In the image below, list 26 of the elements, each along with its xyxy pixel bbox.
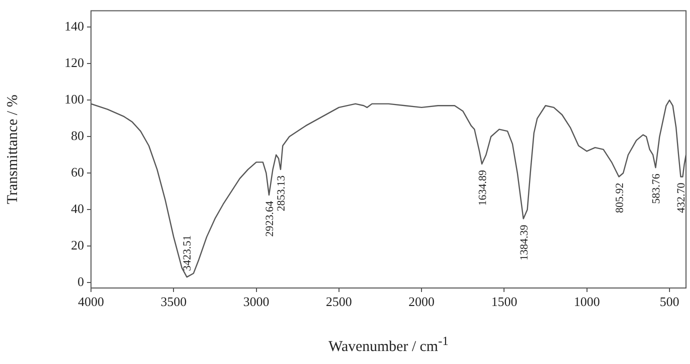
annotation: 432.70 [676, 182, 688, 214]
annotation: 583.76 [650, 173, 663, 204]
y-tick-label: 100 [64, 92, 84, 107]
annotation: 2923.64 [264, 200, 276, 237]
x-tick-label: 3000 [243, 294, 270, 310]
annotation: 1634.89 [476, 169, 489, 206]
x-tick-label: 2500 [326, 294, 352, 310]
y-tick-label: 40 [71, 201, 84, 216]
y-axis-title: Transmittance / % [4, 94, 21, 204]
annotation: 1384.39 [518, 224, 530, 260]
x-axis-title: Wavenumber / cm$^{-1}$ [327, 334, 450, 356]
y-tick-label: 80 [71, 128, 84, 144]
y-tick-label: 20 [71, 237, 84, 252]
annotation: 3423.51 [181, 235, 194, 272]
y-tick-label: 60 [71, 164, 84, 180]
y-tick-label: 140 [64, 18, 84, 34]
x-tick-label: 2000 [408, 294, 435, 310]
x-tick-label: 3500 [160, 294, 187, 310]
y-tick-label: 0 [78, 274, 84, 289]
annotation: 805.92 [614, 182, 626, 214]
y-tick-label: 120 [64, 55, 84, 70]
x-tick-label: 1500 [491, 294, 518, 310]
x-tick-label: 500 [660, 294, 680, 310]
x-tick-label: 4000 [78, 294, 104, 310]
x-tick-label: 1000 [574, 294, 600, 310]
annotation: 2853.13 [276, 174, 288, 212]
